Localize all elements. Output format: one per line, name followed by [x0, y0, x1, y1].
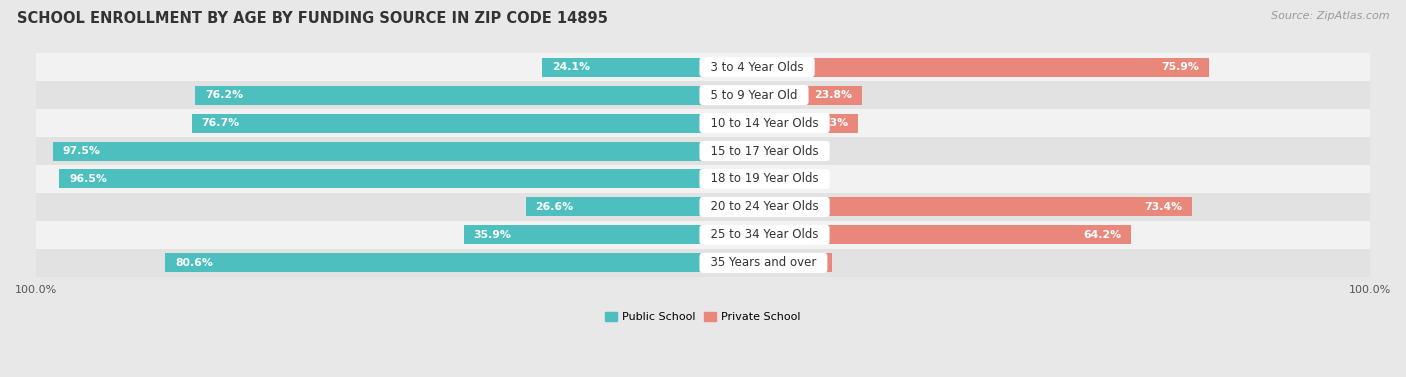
Text: 64.2%: 64.2% — [1083, 230, 1121, 240]
Bar — [37, 193, 1369, 221]
Bar — [191, 113, 703, 133]
Text: 18 to 19 Year Olds: 18 to 19 Year Olds — [703, 173, 827, 185]
Bar — [703, 253, 832, 273]
Bar — [703, 113, 859, 133]
Bar — [703, 198, 1192, 216]
Text: 25 to 34 Year Olds: 25 to 34 Year Olds — [703, 228, 825, 241]
Text: 97.5%: 97.5% — [63, 146, 101, 156]
Text: 3.5%: 3.5% — [733, 174, 761, 184]
Text: 20 to 24 Year Olds: 20 to 24 Year Olds — [703, 201, 827, 213]
Legend: Public School, Private School: Public School, Private School — [600, 307, 806, 326]
Bar — [37, 137, 1369, 165]
Bar — [526, 198, 703, 216]
Text: 15 to 17 Year Olds: 15 to 17 Year Olds — [703, 144, 827, 158]
Bar — [53, 141, 703, 161]
Text: Source: ZipAtlas.com: Source: ZipAtlas.com — [1271, 11, 1389, 21]
Bar — [37, 165, 1369, 193]
Bar — [703, 170, 727, 188]
Text: 2.5%: 2.5% — [727, 146, 754, 156]
Bar — [543, 58, 703, 77]
Bar — [703, 58, 1209, 77]
Text: 35.9%: 35.9% — [474, 230, 512, 240]
Text: 76.7%: 76.7% — [201, 118, 239, 128]
Text: 3 to 4 Year Olds: 3 to 4 Year Olds — [703, 61, 811, 74]
Text: 26.6%: 26.6% — [536, 202, 574, 212]
Text: 73.4%: 73.4% — [1144, 202, 1182, 212]
Text: 23.3%: 23.3% — [810, 118, 848, 128]
Bar — [703, 141, 720, 161]
Bar — [37, 81, 1369, 109]
Bar — [59, 170, 703, 188]
Text: 76.2%: 76.2% — [205, 90, 243, 100]
Bar — [37, 249, 1369, 277]
Text: 5 to 9 Year Old: 5 to 9 Year Old — [703, 89, 806, 101]
Text: 75.9%: 75.9% — [1161, 62, 1199, 72]
Text: 35 Years and over: 35 Years and over — [703, 256, 824, 270]
Bar — [37, 109, 1369, 137]
Text: 23.8%: 23.8% — [814, 90, 852, 100]
Text: 24.1%: 24.1% — [553, 62, 591, 72]
Bar — [195, 86, 703, 104]
Text: 80.6%: 80.6% — [176, 258, 214, 268]
Text: 96.5%: 96.5% — [69, 174, 107, 184]
Text: 10 to 14 Year Olds: 10 to 14 Year Olds — [703, 116, 827, 130]
Bar — [464, 225, 703, 244]
Text: 19.4%: 19.4% — [785, 258, 823, 268]
Bar — [37, 221, 1369, 249]
Bar — [166, 253, 703, 273]
Bar — [37, 53, 1369, 81]
Text: SCHOOL ENROLLMENT BY AGE BY FUNDING SOURCE IN ZIP CODE 14895: SCHOOL ENROLLMENT BY AGE BY FUNDING SOUR… — [17, 11, 607, 26]
Bar — [703, 86, 862, 104]
Bar — [703, 225, 1132, 244]
